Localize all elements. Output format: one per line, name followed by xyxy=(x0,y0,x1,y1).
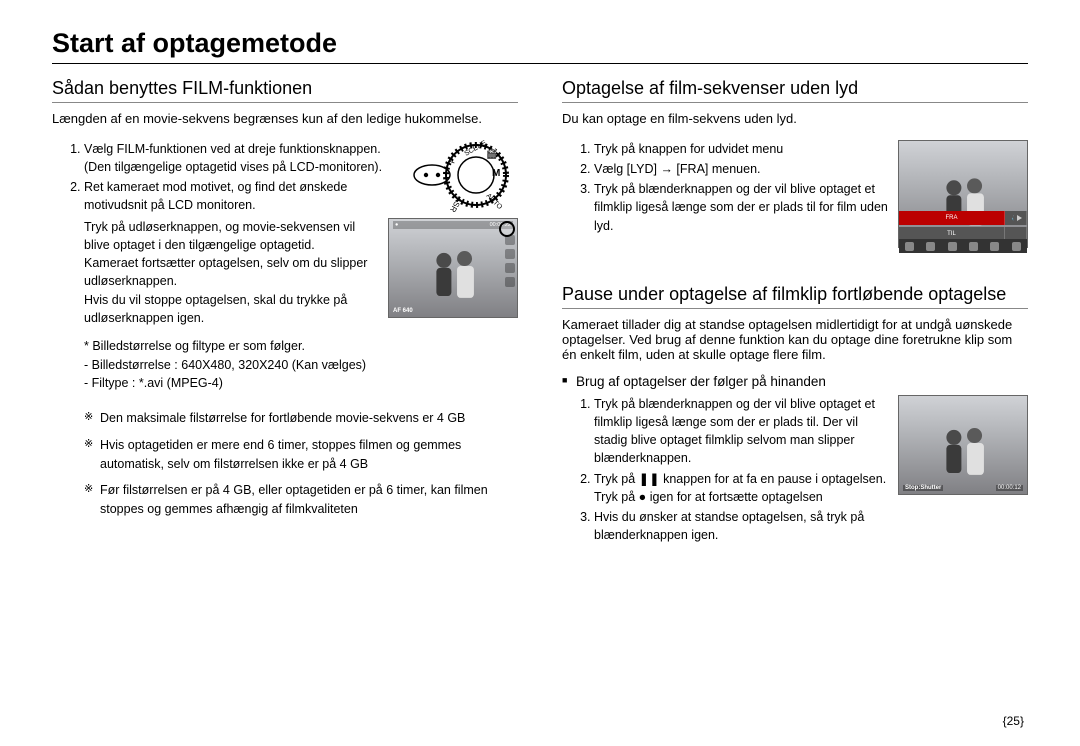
section-title-pause: Pause under optagelse af filmklip fortlø… xyxy=(562,284,1028,309)
lcd-preview-recording: ● 00:00:22 AF 640 xyxy=(388,218,518,318)
preview-side-icon xyxy=(505,277,515,287)
step-item: Hvis du ønsker at standse optagelsen, så… xyxy=(594,508,888,544)
step-item: Vælg FILM-funktionen ved at dreje funkti… xyxy=(84,140,398,176)
menu-bar-icon xyxy=(926,242,935,251)
right-column: Optagelse af film-sekvenser uden lyd Du … xyxy=(562,78,1028,546)
play-icon xyxy=(1013,212,1024,223)
mode-indicator-icon xyxy=(499,221,515,237)
step-item: Tryk på ❚❚ knappen for at fa en pause i … xyxy=(594,470,888,506)
svg-text:ASR: ASR xyxy=(448,195,464,214)
menu-option-on: TIL xyxy=(899,227,1005,239)
svg-text:🎬: 🎬 xyxy=(486,148,497,159)
preview-bottom-info: AF 640 xyxy=(393,308,413,314)
nosound-row: Tryk på knappen for udvidet menu Vælg [L… xyxy=(562,140,1028,248)
remark-item: Den maksimale filstørrelse for fortløben… xyxy=(84,409,518,428)
format-notes: * Billedstørrelse og filtype er som følg… xyxy=(52,337,518,393)
remarks-list: Den maksimale filstørrelse for fortløben… xyxy=(52,409,518,519)
step-item: Ret kameraet mod motivet, og find det øn… xyxy=(84,178,398,214)
steps-row-2: Tryk på udløserknappen, og movie-sekvens… xyxy=(52,218,518,327)
steps-pause: Tryk på blænderknappen og der vil blive … xyxy=(562,395,888,544)
step-continuation: Kameraet fortsætter optagelsen, selv om … xyxy=(52,254,378,290)
pause-row: Tryk på blænderknappen og der vil blive … xyxy=(562,395,1028,546)
two-column-layout: Sådan benyttes FILM-funktionen Længden a… xyxy=(52,78,1028,546)
step-item: Tryk på blænderknappen og der vil blive … xyxy=(594,395,888,468)
page-title: Start af optagemetode xyxy=(52,28,1028,64)
lcd-preview-sound-menu: FRA 🔊 TIL xyxy=(898,140,1028,248)
left-column: Sådan benyttes FILM-funktionen Længden a… xyxy=(52,78,518,546)
menu-bar-icon xyxy=(969,242,978,251)
section-title-film: Sådan benyttes FILM-funktionen xyxy=(52,78,518,103)
preview-side-icon xyxy=(505,249,515,259)
rec-indicator: ● xyxy=(395,222,398,228)
step-item: Vælg [LYD] → [FRA] menuen. xyxy=(594,160,888,178)
menu-bar-icon xyxy=(1012,242,1021,251)
steps-row-1: Vælg FILM-funktionen ved at dreje funkti… xyxy=(52,140,518,218)
note-line: * Billedstørrelse og filtype er som følg… xyxy=(84,337,518,356)
section-title-nosound: Optagelse af film-sekvenser uden lyd xyxy=(562,78,1028,103)
lcd-preview-pause: Stop:Shutter 00:00:12 xyxy=(898,395,1028,495)
step-item: Tryk på blænderknappen og der vil blive … xyxy=(594,180,888,234)
remark-item: Hvis optagetiden er mere end 6 timer, st… xyxy=(84,436,518,474)
lead-film: Længden af en movie-sekvens begrænses ku… xyxy=(52,111,518,126)
svg-text:M: M xyxy=(492,168,500,179)
steps-list-1: Vælg FILM-funktionen ved at dreje funkti… xyxy=(52,140,398,215)
step-item: Tryk på knappen for udvidet menu xyxy=(594,140,888,158)
preview-side-icon xyxy=(505,263,515,273)
step-continuation: Hvis du vil stoppe optagelsen, skal du t… xyxy=(52,291,378,327)
menu-option-off: FRA xyxy=(899,211,1005,225)
menu-bar-icon xyxy=(948,242,957,251)
remark-item: Før filstørrelsen er på 4 GB, eller opta… xyxy=(84,481,518,519)
page-number: {25} xyxy=(1003,714,1024,728)
note-line: - Billedstørrelse : 640X480, 320X240 (Ka… xyxy=(84,356,518,375)
menu-spacer xyxy=(1005,227,1027,239)
lead-pause: Kameraet tillader dig at standse optagel… xyxy=(562,317,1028,362)
note-line: - Filtype : *.avi (MPEG-4) xyxy=(84,374,518,393)
menu-bar-icon xyxy=(905,242,914,251)
mode-dial-illustration: SCENE 🎬 M AUTO ASR P xyxy=(408,140,518,218)
preview-time: 00:00:12 xyxy=(996,485,1023,491)
menu-bar-icon xyxy=(990,242,999,251)
steps-nosound: Tryk på knappen for udvidet menu Vælg [L… xyxy=(562,140,888,235)
preview-status: Stop:Shutter xyxy=(903,485,943,491)
lead-nosound: Du kan optage en film-sekvens uden lyd. xyxy=(562,111,1028,126)
step-continuation: Tryk på udløserknappen, og movie-sekvens… xyxy=(52,218,378,254)
subheading-pause: Brug af optagelser der følger på hinande… xyxy=(562,374,1028,389)
